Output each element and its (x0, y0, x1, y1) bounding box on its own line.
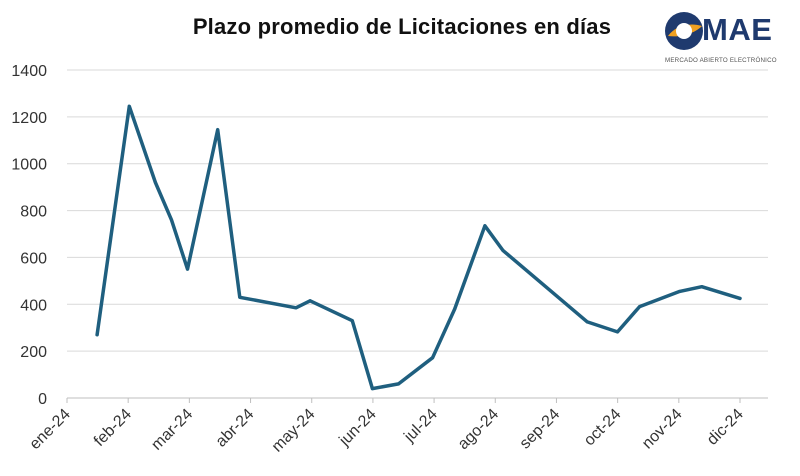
series-group (95, 104, 742, 391)
x-tick-label: jun-24 (336, 406, 380, 450)
x-tick-label: oct-24 (581, 406, 625, 450)
data-point (294, 306, 298, 310)
y-tick-label: 1400 (11, 63, 47, 80)
data-point (127, 104, 131, 108)
data-point (678, 289, 682, 293)
data-point (700, 285, 704, 289)
data-point (453, 307, 457, 311)
y-tick-label: 600 (20, 250, 47, 267)
y-axis-ticks: 0 200 400 600 800 1000 1200 1400 (11, 63, 47, 408)
data-point (431, 356, 435, 360)
x-tick-label: may-24 (269, 406, 319, 456)
data-point (370, 387, 374, 391)
x-tick-label: nov-24 (639, 406, 686, 453)
grid-lines (67, 69, 768, 352)
mae-logo-text: MAE (702, 12, 773, 47)
y-tick-label: 200 (20, 344, 47, 361)
data-point (738, 296, 742, 300)
data-point (483, 224, 487, 228)
data-point (238, 295, 242, 299)
y-tick-label: 1200 (11, 110, 47, 127)
series-line (95, 104, 742, 391)
x-axis-ticks: ene-24 feb-24 mar-24 abr-24 may-24 jun-24 jul-… (27, 398, 747, 456)
data-point (585, 320, 589, 324)
x-tick-label: dic-24 (704, 406, 747, 449)
x-tick-label: jul-24 (401, 406, 441, 446)
y-tick-label: 1000 (11, 157, 47, 174)
y-tick-label: 0 (38, 391, 47, 408)
x-tick-label: ene-24 (27, 406, 74, 453)
x-tick-label: sep-24 (517, 406, 564, 453)
mae-logo-mark (665, 12, 703, 50)
chart-title: Plazo promedio de Licitaciones en días (192, 14, 612, 39)
x-tick-label: ago-24 (455, 406, 502, 453)
mae-logo-subtitle: MERCADO ABIERTO ELECTRÓNICO (665, 57, 777, 64)
data-point (95, 333, 99, 337)
data-point (308, 299, 312, 303)
data-point (153, 180, 157, 184)
data-point (350, 319, 354, 323)
data-point (169, 218, 173, 222)
data-point (186, 267, 190, 271)
x-tick-label: mar-24 (148, 406, 196, 454)
data-point (501, 248, 505, 252)
data-point (216, 128, 220, 132)
y-tick-label: 800 (20, 204, 47, 221)
x-tick-label: feb-24 (91, 406, 135, 450)
data-point (615, 330, 619, 334)
data-point (396, 382, 400, 386)
data-point (638, 305, 642, 309)
y-tick-label: 400 (20, 297, 47, 314)
x-tick-label: abr-24 (213, 406, 258, 451)
mae-logo: MAE MERCADO ABIERTO ELECTRÓNICO (663, 6, 795, 70)
